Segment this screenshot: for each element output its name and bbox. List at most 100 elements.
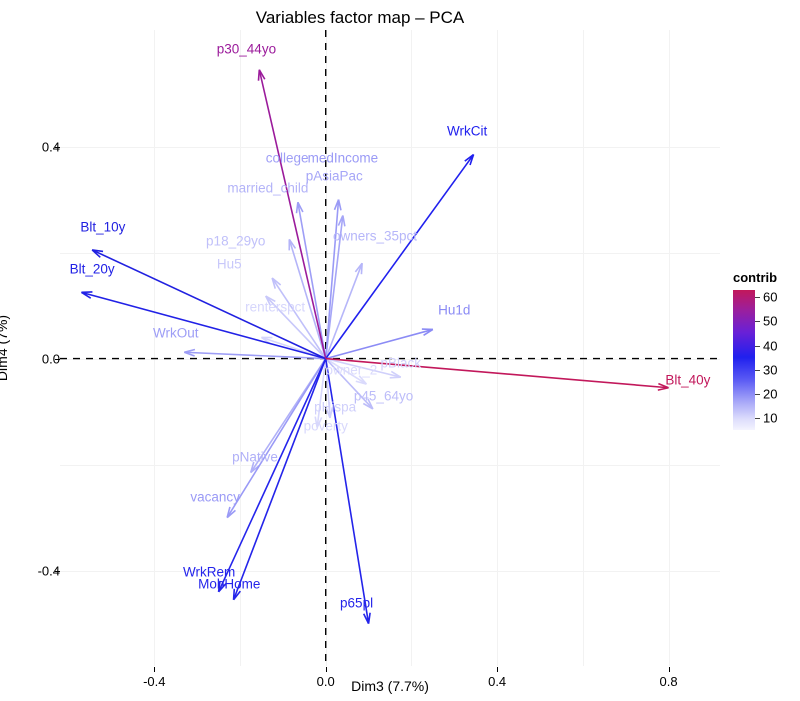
x-tick-label: 0.4 bbox=[488, 674, 507, 689]
legend-title: contrib bbox=[733, 270, 778, 285]
legend-body: 60 50 40 30 20 10 bbox=[733, 290, 799, 430]
variable-arrow bbox=[184, 348, 326, 360]
arrow-head bbox=[342, 215, 346, 227]
arrow-head bbox=[469, 154, 475, 166]
arrow-shaft bbox=[258, 69, 327, 359]
y-tick-label: -0.4 bbox=[37, 563, 60, 579]
variable-arrow bbox=[288, 238, 327, 359]
arrow-shaft bbox=[325, 357, 367, 385]
variable-arrow bbox=[324, 199, 342, 359]
arrow-head bbox=[264, 295, 272, 307]
x-tick-label: 0.8 bbox=[659, 674, 678, 689]
arrow-head bbox=[355, 380, 367, 385]
arrow-shaft bbox=[265, 295, 327, 360]
arrow-head bbox=[367, 398, 374, 410]
variable-arrow bbox=[295, 201, 327, 359]
arrow-head bbox=[658, 382, 669, 389]
arrow-head bbox=[184, 351, 195, 357]
arrow-shaft bbox=[91, 249, 327, 360]
y-axis-label: Dim4 (7%) bbox=[0, 314, 10, 382]
variable-arrow bbox=[324, 215, 346, 359]
gridline-y bbox=[60, 252, 720, 254]
legend-tick-label: 10 bbox=[763, 410, 778, 426]
variable-arrow bbox=[314, 358, 327, 428]
variable-arrow bbox=[324, 262, 363, 359]
arrow-layer bbox=[60, 30, 720, 666]
arrow-head bbox=[325, 407, 331, 419]
arrow-shaft bbox=[325, 154, 475, 360]
legend-tick-mark bbox=[755, 321, 760, 323]
legend-tick-label: 50 bbox=[763, 313, 778, 329]
arrow-shaft bbox=[324, 358, 331, 419]
arrow-shaft bbox=[325, 357, 669, 389]
variable-arrow bbox=[81, 291, 326, 360]
chart-title: Variables factor map – PCA bbox=[255, 8, 465, 27]
arrow-shaft bbox=[325, 328, 434, 360]
variable-arrow bbox=[325, 357, 402, 379]
variable-arrow bbox=[271, 277, 327, 360]
legend-tick-mark bbox=[755, 345, 760, 347]
arrow-shaft bbox=[325, 358, 374, 410]
legend-tick-mark bbox=[755, 393, 760, 395]
arrow-shaft bbox=[324, 199, 340, 359]
gridline-y bbox=[60, 464, 720, 466]
arrow-head bbox=[337, 215, 344, 226]
x-tick-mark bbox=[497, 667, 499, 672]
arrow-head bbox=[226, 506, 231, 518]
arrow-head bbox=[333, 199, 340, 211]
gridline-y bbox=[60, 570, 720, 572]
gridline-x-minor bbox=[411, 30, 413, 666]
arrow-shaft bbox=[184, 351, 326, 360]
arrow-shaft bbox=[288, 239, 327, 359]
arrow-head bbox=[362, 402, 374, 410]
arrow-head bbox=[271, 277, 282, 286]
variable-arrow bbox=[325, 357, 368, 385]
arrow-head bbox=[337, 199, 342, 211]
y-tick-label: 0.0 bbox=[41, 351, 60, 367]
arrow-head bbox=[390, 370, 402, 378]
arrow-head bbox=[271, 277, 277, 289]
arrow-head bbox=[362, 613, 370, 624]
variable-arrow bbox=[232, 358, 327, 601]
x-tick-mark bbox=[668, 667, 670, 672]
arrow-head bbox=[226, 509, 236, 519]
variable-arrow bbox=[226, 358, 327, 519]
gridline-x-minor bbox=[582, 30, 584, 666]
arrow-shaft bbox=[325, 357, 401, 378]
variable-arrow bbox=[217, 358, 327, 593]
gridline-x bbox=[668, 30, 670, 666]
variable-arrow bbox=[264, 295, 327, 360]
y-tick-mark bbox=[55, 570, 60, 572]
x-tick-mark bbox=[154, 667, 156, 672]
arrow-shaft bbox=[324, 215, 344, 359]
variable-arrow bbox=[325, 358, 374, 410]
arrow-shaft bbox=[232, 358, 327, 601]
arrow-head bbox=[265, 295, 276, 303]
arrow-shaft bbox=[81, 291, 326, 360]
arrow-head bbox=[358, 375, 368, 385]
arrow-head bbox=[295, 202, 299, 214]
legend-tick-label: 30 bbox=[763, 362, 778, 378]
arrow-shaft bbox=[316, 358, 327, 428]
arrow-shaft bbox=[324, 262, 363, 359]
arrow-shaft bbox=[297, 202, 327, 359]
arrow-head bbox=[92, 249, 104, 253]
arrow-head bbox=[316, 417, 323, 428]
x-tick-label: 0.0 bbox=[316, 674, 335, 689]
arrow-head bbox=[91, 249, 101, 258]
arrow-head bbox=[360, 263, 363, 275]
legend-tick-label: 20 bbox=[763, 386, 778, 402]
arrow-shaft bbox=[217, 358, 327, 593]
arrow-head bbox=[184, 348, 196, 354]
variable-arrow bbox=[257, 69, 327, 359]
gridline-y bbox=[60, 146, 720, 148]
x-tick-mark bbox=[325, 667, 327, 672]
arrow-head bbox=[232, 590, 241, 601]
legend-tick-mark bbox=[755, 417, 760, 419]
variable-arrow bbox=[91, 249, 327, 360]
arrow-head bbox=[232, 588, 236, 600]
variable-arrow bbox=[325, 328, 434, 360]
x-tick-label: -0.4 bbox=[143, 674, 166, 689]
